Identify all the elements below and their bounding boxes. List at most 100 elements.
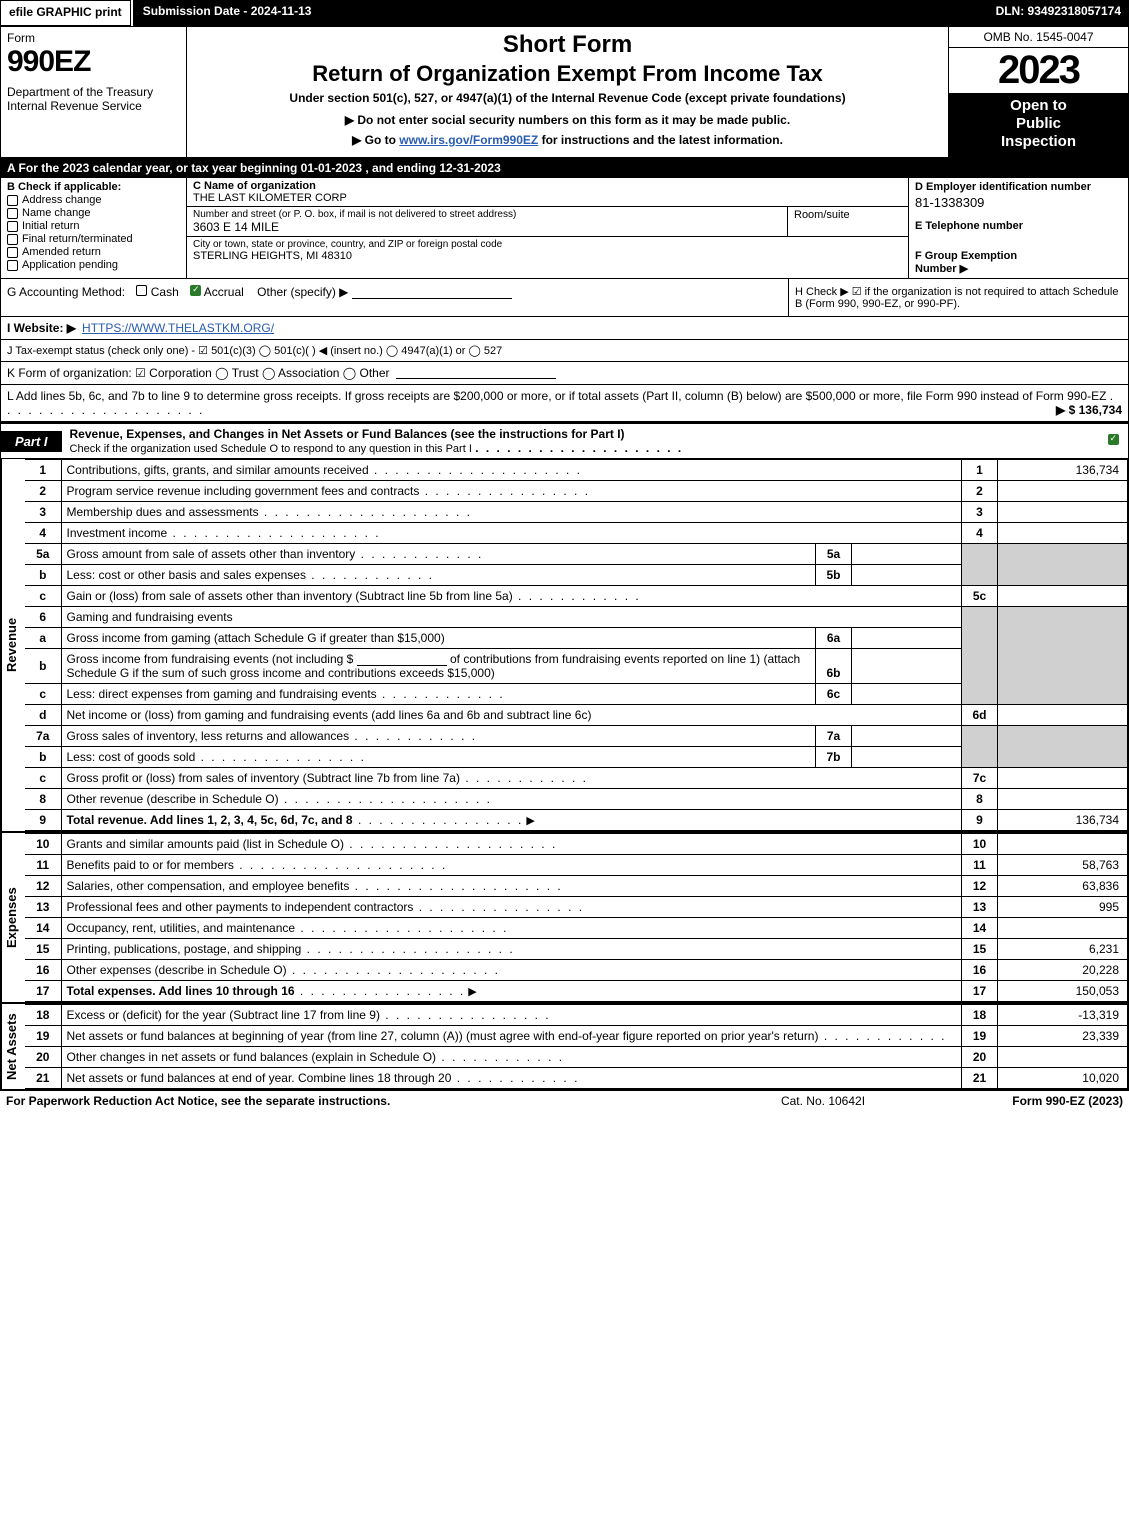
inspection-badge: Open to Public Inspection bbox=[949, 93, 1128, 157]
line-num: 21 bbox=[25, 1068, 61, 1089]
line-value bbox=[998, 834, 1128, 855]
row-a-period: A For the 2023 calendar year, or tax yea… bbox=[1, 158, 1128, 178]
line-desc: Less: cost or other basis and sales expe… bbox=[67, 568, 306, 582]
line-desc: Gross profit or (loss) from sales of inv… bbox=[67, 771, 460, 785]
line-right-num: 19 bbox=[962, 1026, 998, 1047]
line-value bbox=[998, 502, 1128, 523]
line-num: 20 bbox=[25, 1047, 61, 1068]
row-h-text: H Check ▶ ☑ if the organization is not r… bbox=[795, 286, 1118, 310]
line-desc: Gross income from fundraising events (no… bbox=[67, 652, 354, 666]
line-num: d bbox=[25, 705, 61, 726]
mid-line-num: 6b bbox=[816, 649, 852, 684]
line-value bbox=[998, 481, 1128, 502]
line-num: 3 bbox=[25, 502, 61, 523]
cash-label: Cash bbox=[151, 285, 179, 299]
line-desc: Excess or (deficit) for the year (Subtra… bbox=[67, 1008, 380, 1022]
line-right-num: 13 bbox=[962, 897, 998, 918]
mid-line-num: 6a bbox=[816, 628, 852, 649]
line-right-num: 21 bbox=[962, 1068, 998, 1089]
chk-final-return[interactable] bbox=[7, 234, 18, 245]
line-desc: Net assets or fund balances at beginning… bbox=[67, 1029, 819, 1043]
line-num: 5a bbox=[25, 544, 61, 565]
group-exemption-label: F Group Exemption Number ▶ bbox=[915, 250, 1122, 275]
line-num: 2 bbox=[25, 481, 61, 502]
org-name-label: C Name of organization bbox=[193, 180, 316, 192]
line-value: 995 bbox=[998, 897, 1128, 918]
footer-left: For Paperwork Reduction Act Notice, see … bbox=[6, 1094, 723, 1108]
line-desc: Investment income bbox=[67, 526, 168, 540]
footer-form-post: (2023) bbox=[1085, 1094, 1123, 1108]
line-desc: Contributions, gifts, grants, and simila… bbox=[67, 463, 369, 477]
footer-form: 990-EZ bbox=[1046, 1094, 1085, 1108]
line-right-num: 8 bbox=[962, 789, 998, 810]
chk-label: Initial return bbox=[22, 220, 79, 232]
dept-label: Department of the Treasury Internal Reve… bbox=[7, 85, 180, 114]
line-num: b bbox=[25, 747, 61, 768]
line-value: 136,734 bbox=[998, 810, 1128, 831]
form-header: Form 990EZ Department of the Treasury In… bbox=[1, 27, 1128, 158]
subtitle-3: ▶ Go to www.irs.gov/Form990EZ for instru… bbox=[195, 133, 940, 147]
line-num: 1 bbox=[25, 460, 61, 481]
chk-label: Amended return bbox=[22, 246, 101, 258]
mid-line-value bbox=[852, 726, 962, 747]
line-desc: Net income or (loss) from gaming and fun… bbox=[67, 708, 592, 722]
tax-year: 2023 bbox=[949, 48, 1128, 93]
org-name: THE LAST KILOMETER CORP bbox=[193, 192, 347, 204]
line-right-num: 11 bbox=[962, 855, 998, 876]
col-b-checkboxes: B Check if applicable: Address change Na… bbox=[1, 178, 187, 278]
line-right-num: 12 bbox=[962, 876, 998, 897]
other-org-input[interactable] bbox=[396, 367, 556, 379]
form-code: 990EZ bbox=[7, 45, 180, 79]
chk-label: Application pending bbox=[22, 259, 118, 271]
chk-part1-schedule-o[interactable] bbox=[1108, 434, 1119, 445]
dln-label: DLN: 93492318057174 bbox=[988, 0, 1129, 26]
sub3-pre: ▶ Go to bbox=[352, 133, 399, 147]
efile-print-button[interactable]: efile GRAPHIC print bbox=[0, 0, 131, 26]
line-right-num: 6d bbox=[962, 705, 998, 726]
room-suite-label: Room/suite bbox=[788, 207, 908, 236]
line-right-num: 14 bbox=[962, 918, 998, 939]
contrib-blank[interactable] bbox=[357, 654, 447, 666]
line-num: b bbox=[25, 649, 61, 684]
mid-line-num: 5b bbox=[816, 565, 852, 586]
line-value: 63,836 bbox=[998, 876, 1128, 897]
line-desc: Salaries, other compensation, and employ… bbox=[67, 879, 350, 893]
line-right-num: 1 bbox=[962, 460, 998, 481]
line-right-num: 10 bbox=[962, 834, 998, 855]
line-right-num: 7c bbox=[962, 768, 998, 789]
line-num: c bbox=[25, 586, 61, 607]
chk-name-change[interactable] bbox=[7, 208, 18, 219]
line-desc: Program service revenue including govern… bbox=[67, 484, 420, 498]
revenue-table: 1 Contributions, gifts, grants, and simi… bbox=[25, 459, 1128, 831]
chk-address-change[interactable] bbox=[7, 195, 18, 206]
part-1-subtitle: Check if the organization used Schedule … bbox=[70, 443, 472, 455]
revenue-side-label: Revenue bbox=[1, 459, 25, 831]
line-desc: Other changes in net assets or fund bala… bbox=[67, 1050, 437, 1064]
chk-application-pending[interactable] bbox=[7, 260, 18, 271]
line-value bbox=[998, 918, 1128, 939]
line-value: 10,020 bbox=[998, 1068, 1128, 1089]
chk-cash[interactable] bbox=[136, 285, 147, 296]
chk-initial-return[interactable] bbox=[7, 221, 18, 232]
line-num: 15 bbox=[25, 939, 61, 960]
return-title: Return of Organization Exempt From Incom… bbox=[195, 61, 940, 87]
line-desc: Professional fees and other payments to … bbox=[67, 900, 414, 914]
irs-link[interactable]: www.irs.gov/Form990EZ bbox=[399, 133, 538, 147]
chk-amended-return[interactable] bbox=[7, 247, 18, 258]
ein-label: D Employer identification number bbox=[915, 181, 1122, 193]
line-desc: Printing, publications, postage, and shi… bbox=[67, 942, 302, 956]
line-num: 14 bbox=[25, 918, 61, 939]
website-link[interactable]: HTTPS://WWW.THELASTKM.ORG/ bbox=[82, 321, 274, 335]
line-desc: Less: direct expenses from gaming and fu… bbox=[67, 687, 377, 701]
mid-line-num: 6c bbox=[816, 684, 852, 705]
mid-line-value bbox=[852, 628, 962, 649]
line-right-num: 4 bbox=[962, 523, 998, 544]
other-specify-input[interactable] bbox=[352, 287, 512, 299]
ein-value: 81-1338309 bbox=[915, 195, 1122, 210]
city-value: STERLING HEIGHTS, MI 48310 bbox=[193, 250, 902, 262]
submission-date: Submission Date - 2024-11-13 bbox=[131, 0, 322, 26]
line-value bbox=[998, 789, 1128, 810]
chk-accrual[interactable] bbox=[190, 285, 201, 296]
line-right-num: 2 bbox=[962, 481, 998, 502]
row-h: H Check ▶ ☑ if the organization is not r… bbox=[788, 279, 1128, 316]
